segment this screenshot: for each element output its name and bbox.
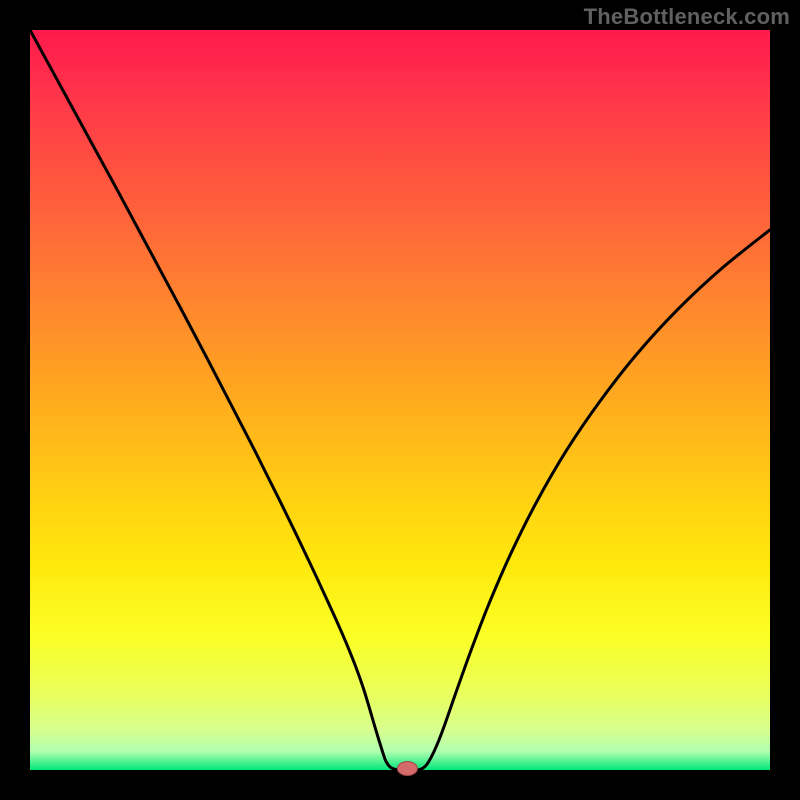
watermark-text: TheBottleneck.com bbox=[584, 4, 790, 30]
optimum-marker bbox=[397, 762, 417, 776]
plot-background bbox=[30, 30, 770, 770]
chart-frame: TheBottleneck.com bbox=[0, 0, 800, 800]
bottleneck-chart bbox=[0, 0, 800, 800]
